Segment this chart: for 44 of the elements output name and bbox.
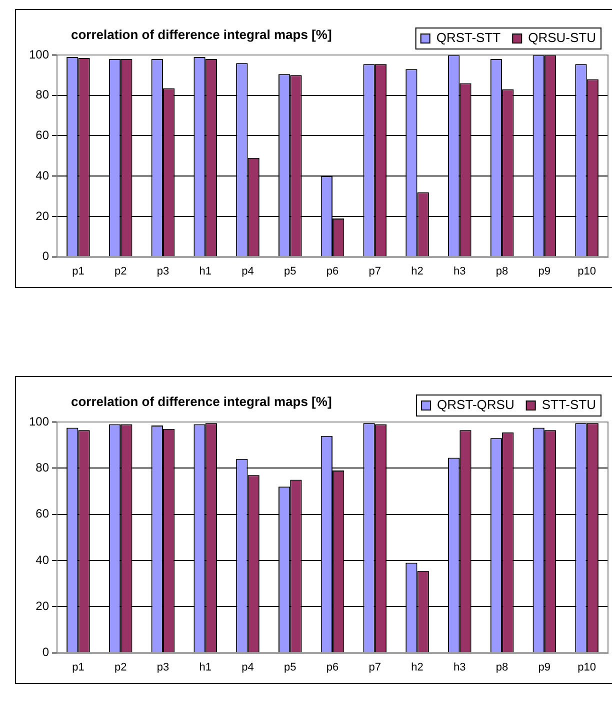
x-tick-label: p5 <box>284 265 296 278</box>
y-tick-label: 40 <box>36 552 50 567</box>
y-tick-label: 0 <box>42 645 50 660</box>
y-tick-label: 60 <box>36 128 50 142</box>
y-tick-label: 100 <box>28 414 50 428</box>
x-tick-label: p7 <box>368 265 382 278</box>
y-tick-label: 60 <box>36 506 50 521</box>
x-tick-label: p5 <box>284 661 296 674</box>
chart-title: correlation of difference integral maps [%] <box>71 394 332 410</box>
x-tick-label: p2 <box>114 265 127 278</box>
legend-label: STT-STU <box>542 397 596 412</box>
chart-title: correlation of difference integral maps [%] <box>71 27 332 42</box>
legend-label: QRST-QRSU <box>437 397 514 412</box>
y-tick-label: 20 <box>36 598 50 613</box>
legend-label: QRST-STT <box>436 30 501 46</box>
y-tick-label: 100 <box>28 47 50 62</box>
x-tick-label: p9 <box>538 661 551 674</box>
x-tick-label: p4 <box>242 661 254 674</box>
x-tick-label: p4 <box>242 265 254 278</box>
x-tick-label: p2 <box>114 661 127 674</box>
y-tick-label: 0 <box>42 249 50 264</box>
x-tick-label: p3 <box>156 265 170 278</box>
legend-label: QRSU-STU <box>528 30 596 46</box>
x-tick-label: p8 <box>496 661 508 674</box>
x-tick-label: h3 <box>454 661 466 674</box>
x-tick-label: h1 <box>199 661 212 674</box>
x-tick-label: h3 <box>454 265 466 278</box>
y-tick-label: 40 <box>36 168 50 182</box>
x-tick-label: h1 <box>199 265 212 278</box>
x-tick-label: p1 <box>72 661 84 674</box>
x-tick-label: p10 <box>578 661 596 674</box>
x-tick-label: h2 <box>411 265 424 278</box>
x-tick-label: p10 <box>578 265 596 278</box>
x-tick-label: p8 <box>496 265 508 278</box>
y-tick-label: 80 <box>36 88 50 102</box>
x-tick-label: p3 <box>156 661 170 674</box>
y-tick-label: 20 <box>36 208 50 223</box>
y-tick-label: 80 <box>36 460 50 474</box>
x-tick-label: p1 <box>72 265 84 278</box>
x-tick-label: h2 <box>411 661 424 674</box>
x-tick-label: p7 <box>368 661 382 674</box>
x-tick-label: p9 <box>538 265 551 278</box>
x-tick-label: p6 <box>326 265 339 278</box>
x-tick-label: p6 <box>326 661 339 674</box>
